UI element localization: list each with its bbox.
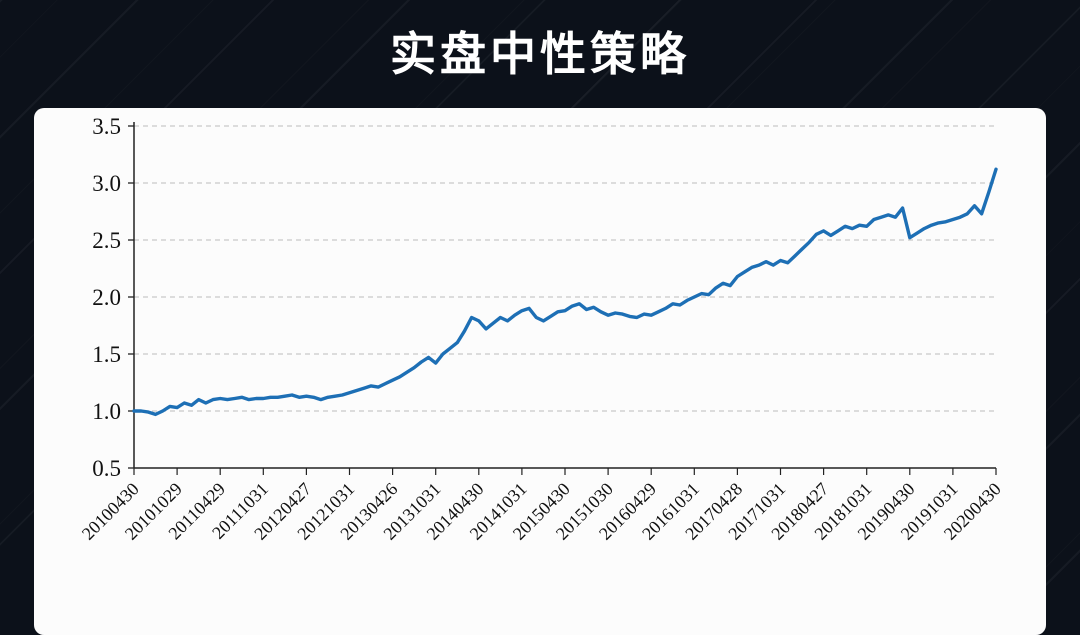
- y-tick-label: 1.5: [92, 342, 121, 367]
- strategy-line-chart: 0.51.01.52.02.53.03.52010043020101029201…: [78, 114, 1005, 544]
- chart-card: 0.5 1.0 1.5 2.0 2.5 3.0 3.5 20100430 20101029 201…: [34, 108, 1046, 635]
- y-tick-label: 0.5: [92, 456, 121, 481]
- y-tick-label: 1.0: [92, 399, 121, 424]
- y-tick-label: 3.5: [92, 114, 121, 139]
- y-tick-label: 2.0: [92, 285, 121, 310]
- y-tick-label: 3.0: [92, 171, 121, 196]
- strategy-nav-line: [132, 167, 998, 417]
- chart-title: 实盘中性策略: [390, 28, 690, 80]
- y-tick-label: 2.5: [92, 228, 121, 253]
